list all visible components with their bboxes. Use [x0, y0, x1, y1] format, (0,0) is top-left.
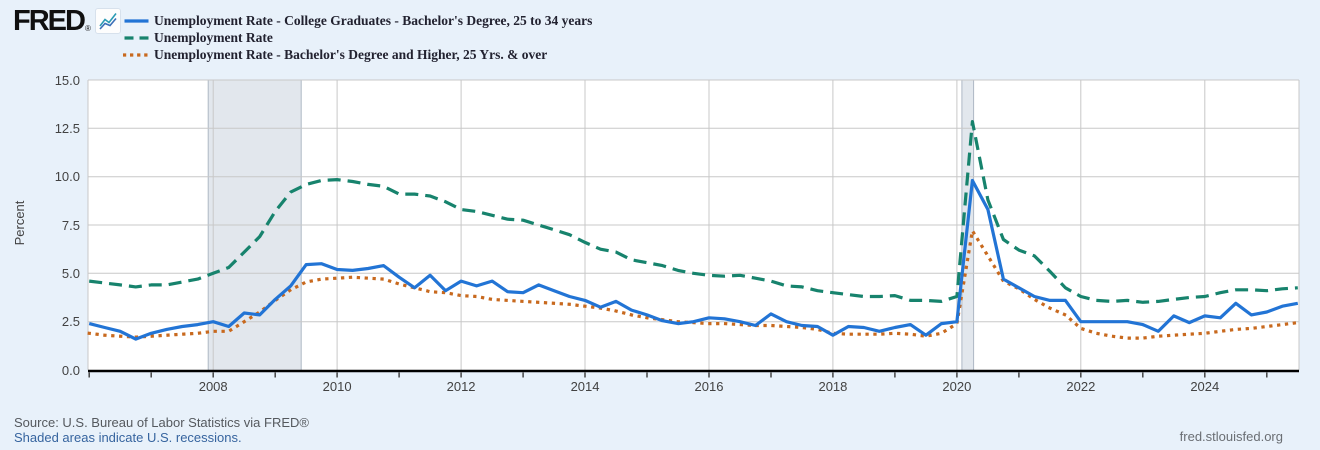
legend-swatch-solid: [124, 18, 149, 23]
fred-site-link[interactable]: fred.stlouisfed.org: [1179, 429, 1283, 444]
y-tick-label: 12.5: [54, 120, 80, 136]
source-note: Source: U.S. Bureau of Labor Statistics …: [14, 415, 309, 430]
y-tick-label: 5.0: [61, 265, 80, 281]
legend-label[interactable]: Unemployment Rate - Bachelor's Degree an…: [154, 46, 548, 62]
y-tick-label: 10.0: [54, 169, 80, 185]
legend-label[interactable]: Unemployment Rate - College Graduates - …: [154, 12, 593, 28]
recession-note-link[interactable]: Shaded areas indicate U.S. recessions.: [14, 430, 242, 445]
y-tick-label: 2.5: [61, 314, 80, 330]
legend-swatch-dotted: [123, 52, 150, 57]
y-tick-label: 0.0: [61, 362, 80, 378]
y-tick-label: 15.0: [54, 72, 80, 88]
x-tick-label: 2020: [942, 379, 972, 394]
x-tick-label: 2008: [198, 379, 228, 394]
fred-logo[interactable]: FRED ®: [13, 6, 121, 36]
x-tick-label: 2016: [694, 379, 724, 394]
x-tick-label: 2018: [818, 379, 848, 394]
x-tick-label: 2012: [446, 379, 476, 394]
legend: Unemployment Rate - College Graduates - …: [123, 12, 592, 63]
x-tick-label: 2022: [1066, 379, 1096, 394]
y-axis-title: Percent: [12, 200, 27, 246]
fred-logo-text: FRED: [13, 5, 86, 37]
y-tick-label: 7.5: [61, 217, 80, 233]
legend-item: Unemployment Rate: [123, 29, 592, 46]
legend-item: Unemployment Rate - Bachelor's Degree an…: [123, 46, 592, 63]
legend-label[interactable]: Unemployment Rate: [154, 29, 273, 45]
x-tick-label: 2014: [570, 379, 600, 394]
x-tick-label: 2010: [322, 379, 352, 394]
fred-logo-registered-mark: ®: [84, 24, 91, 33]
series-line-dashed: [89, 119, 1298, 304]
legend-item: Unemployment Rate - College Graduates - …: [123, 12, 592, 29]
x-tick-label: 2024: [1190, 379, 1220, 394]
fred-logo-chart-icon: [94, 8, 121, 34]
series-line-solid: [88, 178, 1299, 341]
legend-swatch-dashed: [124, 35, 149, 40]
